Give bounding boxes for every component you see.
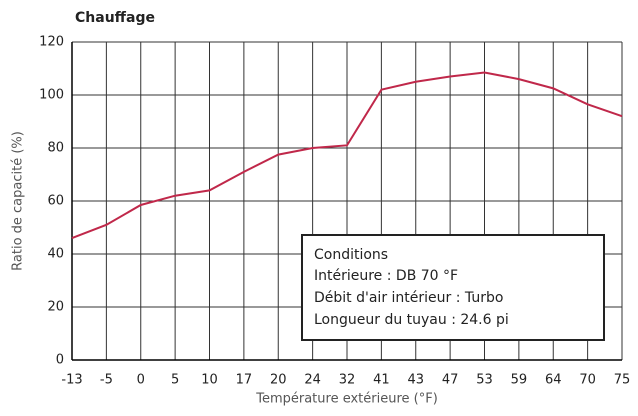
y-tick-label: 120 bbox=[39, 35, 64, 50]
y-axis-label: Ratio de capacité (%) bbox=[11, 131, 26, 271]
x-tick-label: 5 bbox=[171, 373, 179, 388]
x-tick-label: 53 bbox=[476, 373, 493, 388]
annotation-title: Conditions bbox=[314, 247, 388, 263]
x-tick-label: -5 bbox=[100, 373, 113, 388]
x-tick-label: -13 bbox=[61, 373, 82, 388]
x-tick-label: 10 bbox=[201, 373, 218, 388]
x-tick-label: 17 bbox=[236, 373, 253, 388]
annotation-line: Intérieure : DB 70 °F bbox=[314, 268, 458, 284]
x-axis-label: Température extérieure (°F) bbox=[255, 392, 438, 407]
y-tick-label: 100 bbox=[39, 88, 64, 103]
x-tick-label: 32 bbox=[339, 373, 356, 388]
chart-title: Chauffage bbox=[75, 10, 155, 26]
x-tick-label: 0 bbox=[137, 373, 145, 388]
y-tick-label: 0 bbox=[56, 353, 64, 368]
x-tick-label: 41 bbox=[373, 373, 390, 388]
y-tick-label: 60 bbox=[47, 194, 64, 209]
x-tick-label: 59 bbox=[511, 373, 528, 388]
y-tick-label: 20 bbox=[47, 300, 64, 315]
y-tick-label: 40 bbox=[47, 247, 64, 262]
x-tick-label: 47 bbox=[442, 373, 459, 388]
annotation-line: Longueur du tuyau : 24.6 pi bbox=[314, 312, 509, 328]
x-tick-label: 20 bbox=[270, 373, 287, 388]
x-tick-label: 75 bbox=[614, 373, 631, 388]
x-tick-label: 43 bbox=[407, 373, 424, 388]
annotation-line: Débit d'air intérieur : Turbo bbox=[314, 290, 503, 306]
x-tick-label: 70 bbox=[579, 373, 596, 388]
x-tick-label: 24 bbox=[304, 373, 321, 388]
annotation-box bbox=[301, 234, 605, 341]
x-tick-label: 64 bbox=[545, 373, 562, 388]
y-tick-label: 80 bbox=[47, 141, 64, 156]
line-series bbox=[71, 71, 623, 240]
